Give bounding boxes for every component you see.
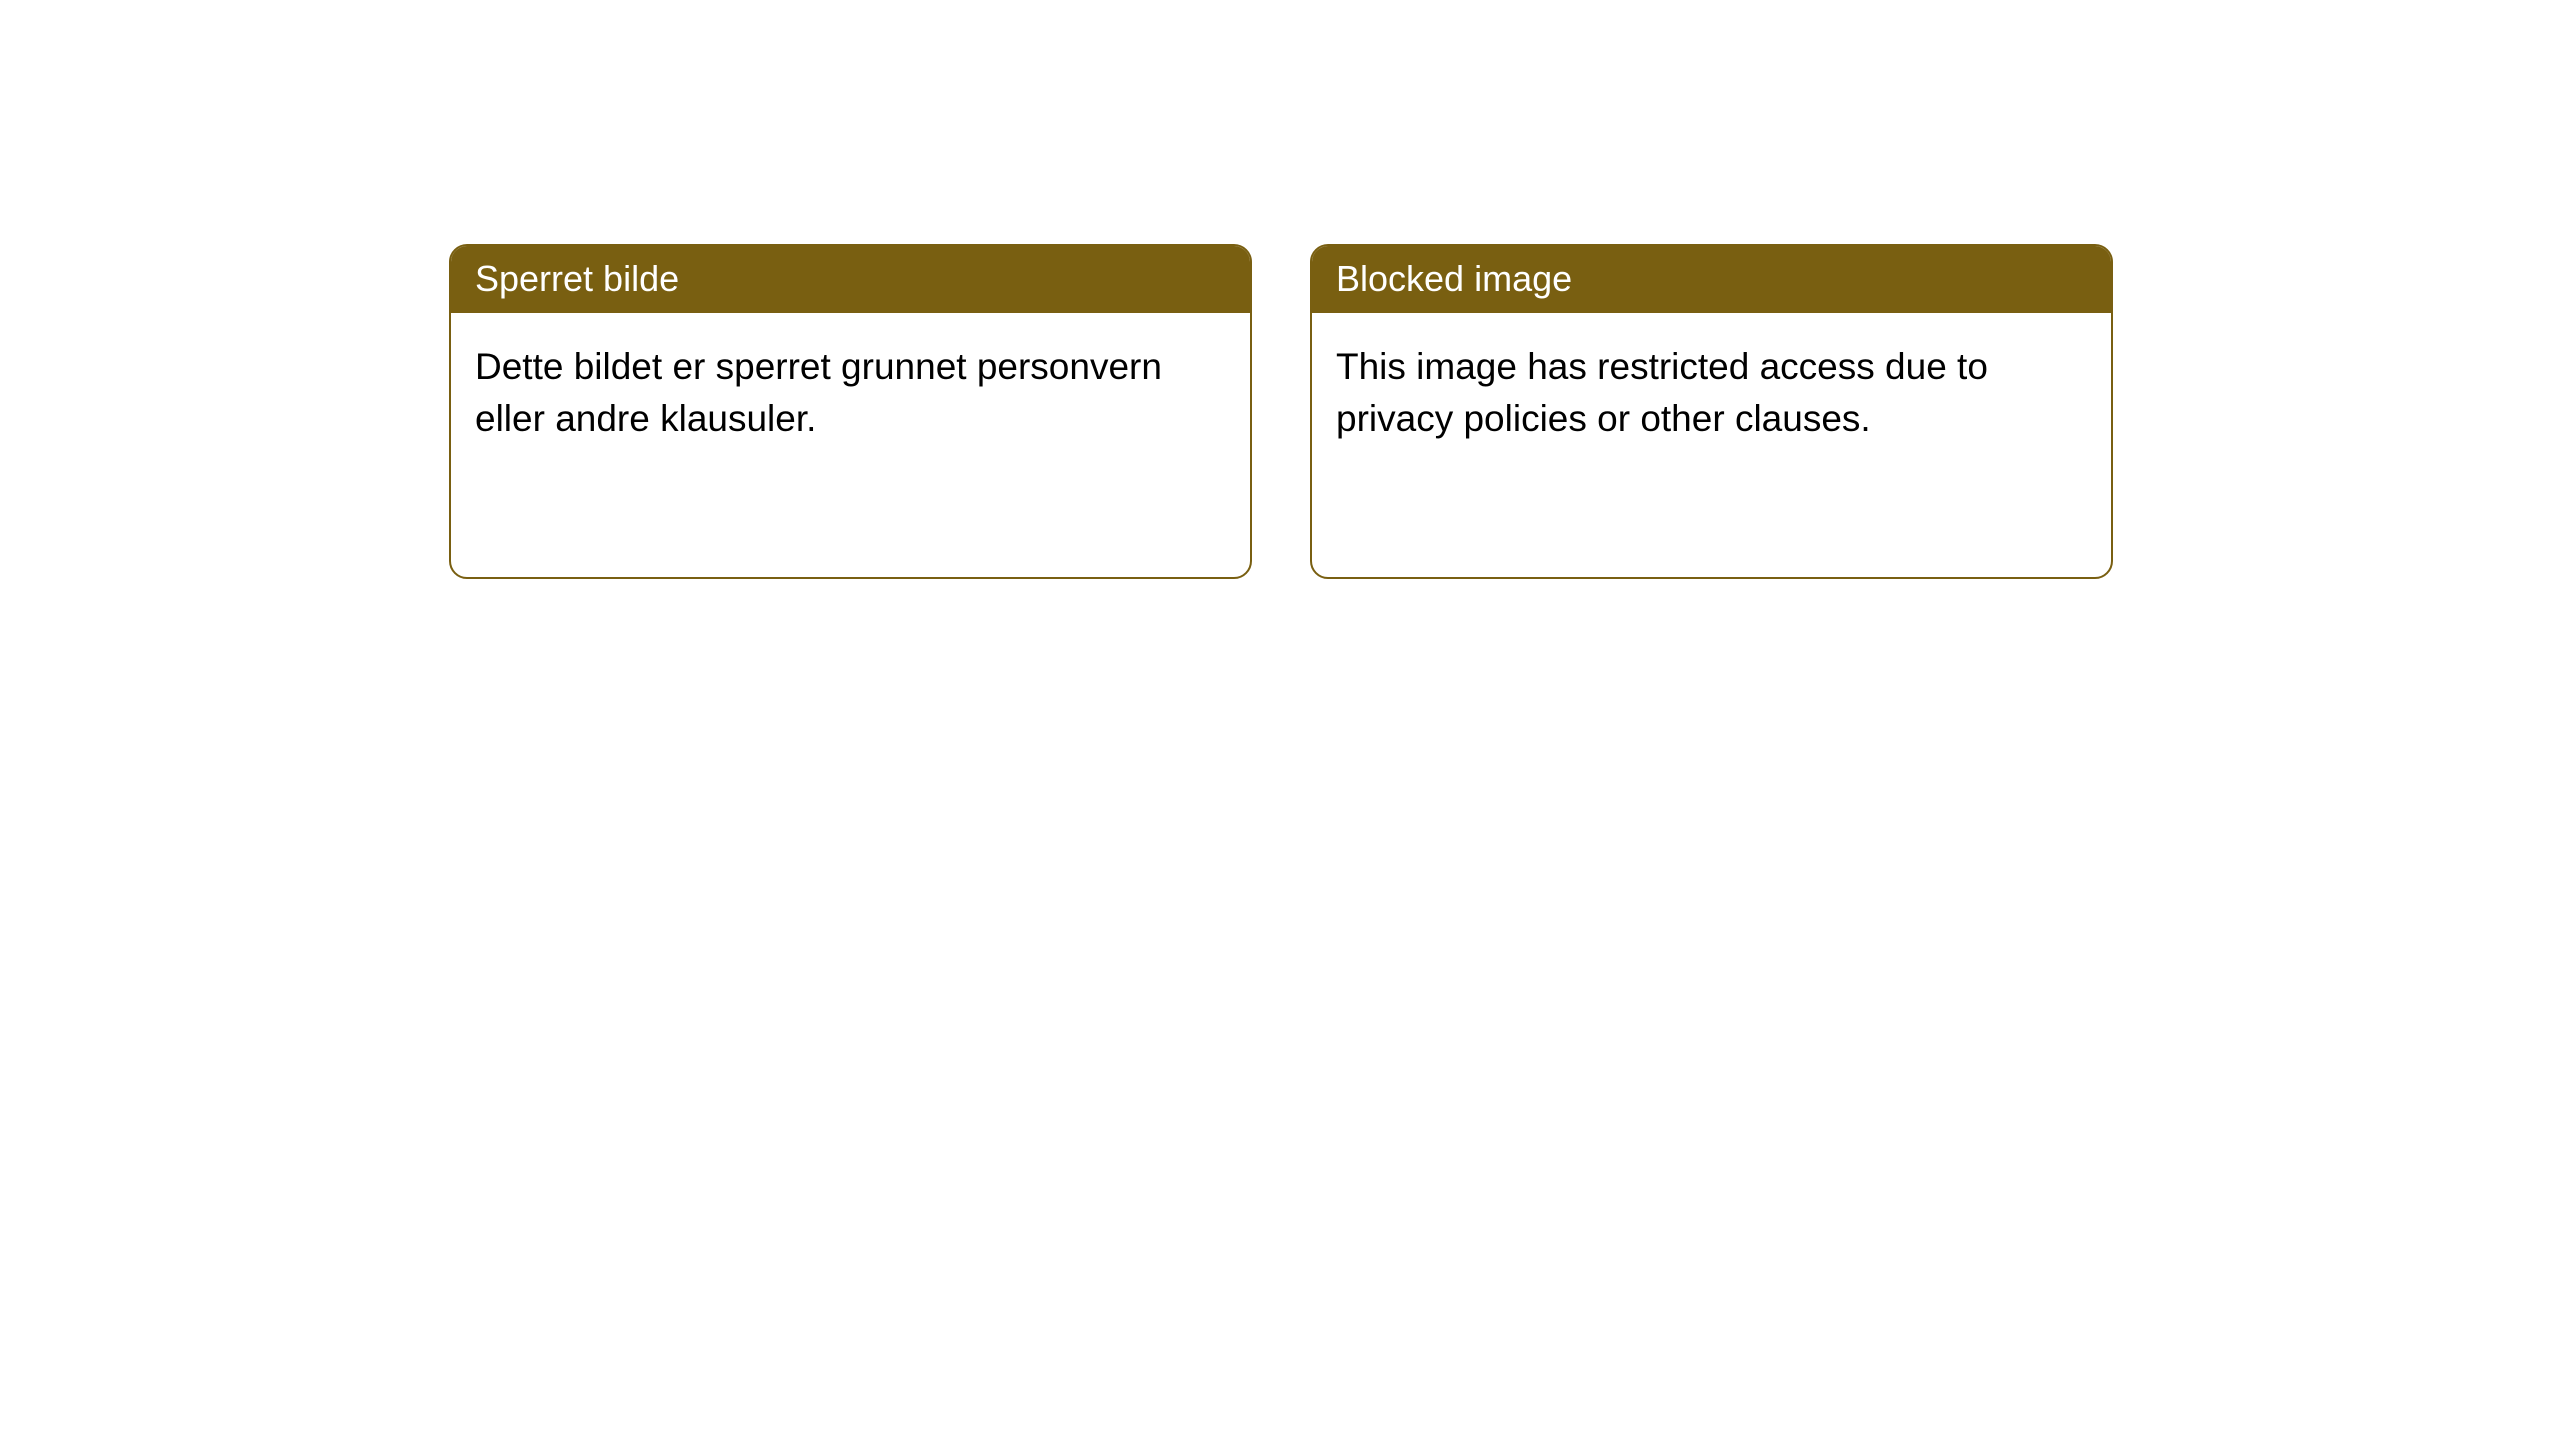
notice-container: Sperret bilde Dette bildet er sperret gr… <box>0 0 2560 579</box>
card-message-en: This image has restricted access due to … <box>1336 346 1988 439</box>
card-title-no: Sperret bilde <box>475 258 679 299</box>
card-message-no: Dette bildet er sperret grunnet personve… <box>475 346 1162 439</box>
blocked-image-card-en: Blocked image This image has restricted … <box>1310 244 2113 579</box>
card-body-en: This image has restricted access due to … <box>1312 313 2111 473</box>
card-body-no: Dette bildet er sperret grunnet personve… <box>451 313 1250 473</box>
card-title-en: Blocked image <box>1336 258 1572 299</box>
blocked-image-card-no: Sperret bilde Dette bildet er sperret gr… <box>449 244 1252 579</box>
card-header-en: Blocked image <box>1312 246 2111 313</box>
card-header-no: Sperret bilde <box>451 246 1250 313</box>
